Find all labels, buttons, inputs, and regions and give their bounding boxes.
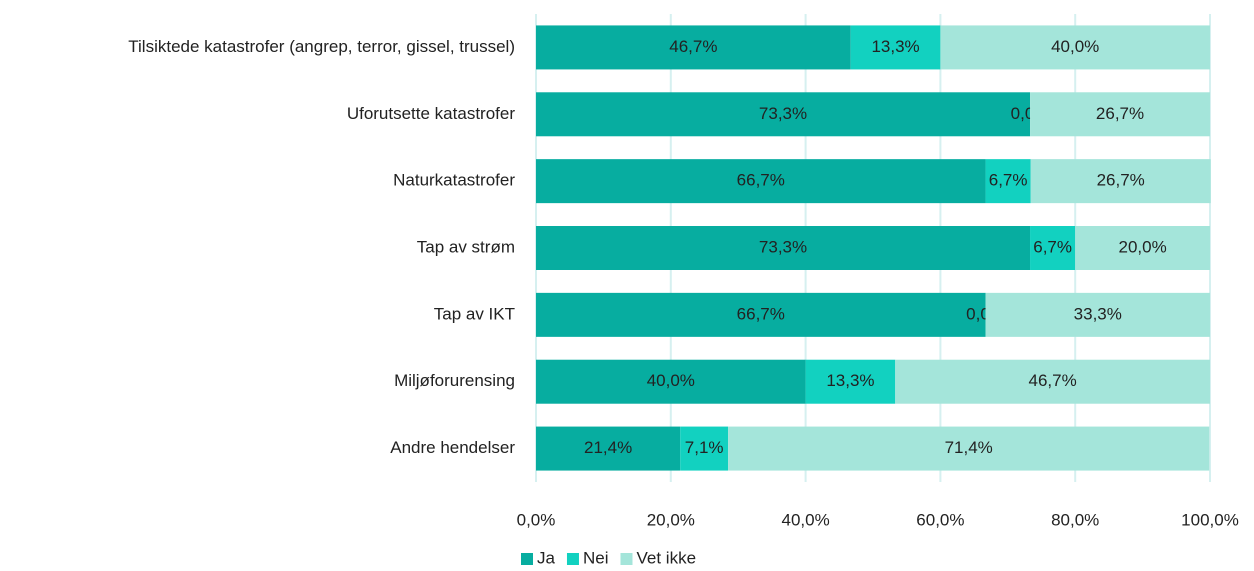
data-label: 46,7% [669, 37, 717, 56]
legend-swatch [566, 553, 579, 565]
y-tick-label: Tilsiktede katastrofer (angrep, terror, … [128, 37, 515, 56]
bar-segment [1030, 226, 1076, 270]
data-label: 13,3% [826, 371, 874, 390]
bar-segment [728, 426, 1210, 471]
x-tick-label: 60,0% [916, 510, 964, 529]
data-label: 33,3% [1074, 304, 1122, 323]
bar-segment [536, 25, 851, 70]
x-tick-label: 40,0% [781, 510, 829, 529]
bar-segment [1030, 92, 1210, 137]
data-label: 7,1% [685, 438, 724, 457]
data-label: 26,7% [1097, 171, 1145, 190]
data-label: 26,7% [1096, 104, 1144, 123]
bar-segment [680, 426, 729, 471]
data-label: 66,7% [737, 304, 785, 323]
y-tick-label: Miljøforurensing [394, 371, 515, 390]
bar-segment [536, 92, 1031, 137]
legend-label: Ja [537, 548, 556, 567]
bar-segment [895, 359, 1210, 404]
data-label: 6,7% [1033, 237, 1072, 256]
bar-segment [805, 359, 896, 404]
data-label: 20,0% [1118, 237, 1166, 256]
data-label: 21,4% [584, 438, 632, 457]
data-label: 73,3% [759, 237, 807, 256]
y-tick-label: Tap av strøm [417, 237, 515, 256]
data-label: 40,0% [647, 371, 695, 390]
data-label: 71,4% [945, 438, 993, 457]
data-label: 6,7% [989, 171, 1028, 190]
bar-segment [536, 359, 806, 404]
x-tick-label: 0,0% [517, 510, 556, 529]
legend-label: Vet ikke [636, 548, 696, 567]
legend-swatch [620, 553, 633, 565]
bar-segment [985, 159, 1031, 204]
data-label: 46,7% [1029, 371, 1077, 390]
bar-segment [940, 25, 1210, 70]
y-tick-label: Andre hendelser [390, 438, 515, 457]
y-tick-label: Tap av IKT [434, 304, 515, 323]
x-tick-label: 20,0% [647, 510, 695, 529]
bar-segment [536, 159, 986, 204]
bar-segment [850, 25, 941, 70]
data-label: 40,0% [1051, 37, 1099, 56]
bar-segment [536, 226, 1031, 270]
bar-segment [985, 292, 1210, 337]
data-label: 73,3% [759, 104, 807, 123]
bar-segment [1075, 226, 1210, 270]
y-tick-label: Naturkatastrofer [393, 171, 515, 190]
x-tick-label: 100,0% [1181, 510, 1239, 529]
bar-segment [536, 292, 986, 337]
data-label: 13,3% [871, 37, 919, 56]
bar-segment [536, 426, 681, 471]
legend-swatch [521, 553, 533, 565]
legend-label: Nei [583, 548, 609, 567]
y-tick-label: Uforutsette katastrofer [347, 104, 516, 123]
bar-segment [1030, 159, 1211, 204]
x-tick-label: 80,0% [1051, 510, 1099, 529]
data-label: 66,7% [737, 171, 785, 190]
